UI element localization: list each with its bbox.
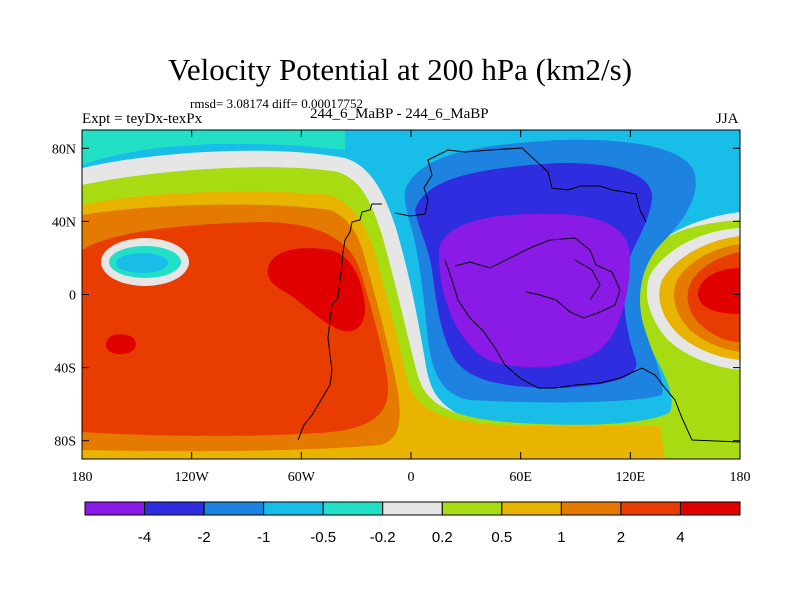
colorbar-swatch	[84, 501, 146, 516]
case-label: 244_6_MaBP - 244_6_MaBP	[310, 106, 489, 122]
colorbar-label: -2	[197, 529, 210, 546]
continent-outline-eurasia-africa	[394, 147, 740, 443]
colorbar-label: -0.2	[370, 529, 396, 546]
colorbar-swatch	[203, 501, 265, 516]
contour-field	[82, 130, 740, 459]
experiment-label: Expt = teyDx-texPx	[82, 111, 203, 127]
y-tick-label: 40S	[54, 362, 76, 377]
contour-band-lightblue-ring	[116, 253, 168, 273]
x-tick-label: 120W	[175, 470, 210, 485]
contour-band-red-small	[106, 334, 136, 355]
colorbar-swatch	[560, 501, 622, 516]
contour-band-cyan-north	[82, 130, 345, 165]
colorbar-swatch	[144, 501, 205, 516]
x-tick-label: 180	[72, 470, 93, 485]
x-tick-label: 120E	[616, 470, 646, 485]
colorbar-label: -1	[257, 529, 270, 546]
colorbar-swatch	[441, 501, 503, 516]
colorbar-label: 0.2	[432, 529, 453, 546]
x-tick-label: 180	[730, 470, 751, 485]
colorbar-swatch	[382, 501, 443, 516]
plot-title: Velocity Potential at 200 hPa (km2/s)	[167, 52, 633, 87]
colorbar-swatch	[322, 501, 384, 516]
continent-outline-interior	[454, 237, 621, 319]
colorbar-swatch	[501, 501, 562, 516]
y-tick-label: 80S	[54, 435, 76, 450]
x-tick-label: 0	[408, 470, 415, 485]
y-axis: 80N 40N 0 40S 80S	[52, 142, 740, 450]
colorbar-label: -0.5	[310, 529, 336, 546]
contour-band-purple-east	[438, 213, 630, 368]
contour-band-red-east	[697, 268, 740, 314]
stats-label: rmsd= 3.08174 diff= 0.00017752	[190, 96, 363, 111]
colorbar-label: -4	[138, 529, 151, 546]
x-axis: 180 120W 60W 0 60E 120E 180	[72, 130, 751, 485]
y-tick-label: 0	[69, 289, 76, 304]
y-tick-label: 80N	[52, 142, 76, 157]
season-label: JJA	[716, 111, 739, 127]
colorbar-swatch	[263, 501, 324, 516]
colorbar-label: 1	[557, 529, 565, 546]
y-tick-label: 40N	[52, 215, 76, 230]
colorbar-label: 4	[676, 529, 684, 546]
contour-band-red-west	[267, 248, 366, 332]
colorbar-swatch	[620, 501, 681, 516]
continent-outline-americas	[297, 203, 382, 441]
colorbar: -4 -2 -1 -0.5 -0.2 0.2 0.5 1 2 4	[84, 501, 741, 546]
x-tick-label: 60E	[509, 470, 532, 485]
colorbar-swatch	[679, 501, 741, 516]
colorbar-label: 2	[617, 529, 625, 546]
x-tick-label: 60W	[288, 470, 316, 485]
colorbar-label: 0.5	[491, 529, 512, 546]
